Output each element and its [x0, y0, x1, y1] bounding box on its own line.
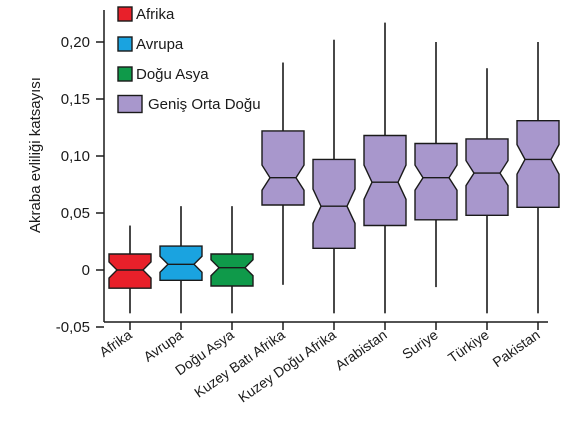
box-plot-2 — [159, 206, 203, 314]
legend-item: Geniş Orta Doğu — [117, 94, 261, 114]
x-tick-label: Afrika — [96, 326, 135, 360]
notched-box — [261, 130, 305, 206]
notched-box — [159, 245, 203, 281]
box-plot-4 — [261, 62, 305, 285]
y-tick-label: 0,15 — [61, 91, 90, 108]
box-plot-8 — [465, 68, 509, 314]
x-tick-label: Türkiye — [445, 326, 492, 366]
notched-box — [363, 134, 407, 227]
legend-label: Avrupa — [136, 36, 184, 53]
y-tick-label: 0,05 — [61, 205, 90, 222]
legend-label: Afrika — [136, 6, 175, 23]
y-tick-label: 0,20 — [61, 34, 90, 51]
legend-swatch — [117, 36, 133, 52]
x-tick-label: Arabistan — [332, 326, 390, 373]
notched-box — [210, 253, 254, 287]
x-tick-label: Suriye — [399, 326, 441, 362]
y-tick-label: 0,10 — [61, 148, 90, 165]
legend-swatch — [117, 66, 133, 82]
box-plot-9 — [516, 42, 560, 314]
notched-box — [414, 142, 458, 221]
y-tick-label: 0 — [82, 262, 90, 279]
notched-box — [108, 253, 152, 289]
legend-item: Doğu Asya — [117, 66, 209, 83]
legend-swatch — [117, 94, 143, 114]
legend-label: Geniş Orta Doğu — [148, 96, 261, 113]
notched-box — [312, 158, 356, 250]
x-tick-label: Pakistan — [490, 326, 543, 370]
box-plot-5 — [312, 39, 356, 314]
box-plot-7 — [414, 42, 458, 288]
box-plot-3 — [210, 206, 254, 314]
notched-box — [465, 138, 509, 217]
box-plot-1 — [108, 225, 152, 314]
x-tick-label: Kuzey Doğu Afrika — [235, 326, 339, 405]
y-tick-label: -0,05 — [56, 319, 90, 336]
x-tick-label: Avrupa — [140, 326, 185, 365]
y-axis-label: Akraba evliliği katsayısı — [27, 77, 44, 233]
legend-swatch — [117, 6, 133, 22]
legend-label: Doğu Asya — [136, 66, 209, 83]
notched-box — [516, 119, 560, 209]
box-plot-6 — [363, 22, 407, 314]
legend-item: Afrika — [117, 6, 175, 23]
legend-item: Avrupa — [117, 36, 184, 53]
